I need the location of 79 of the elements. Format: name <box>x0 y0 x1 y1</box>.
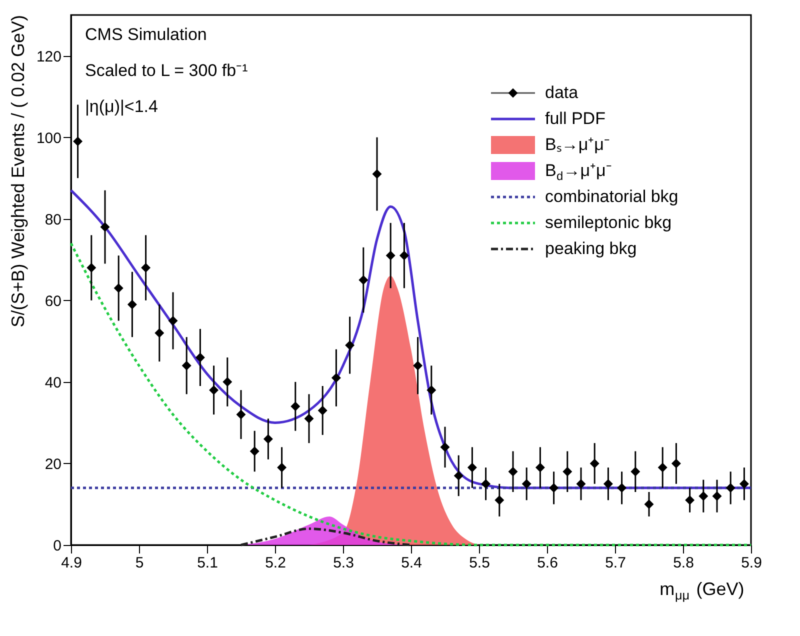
point <box>590 458 600 468</box>
legend-label: semileptonic bkg <box>545 213 672 232</box>
x-tick-label: 5.1 <box>197 554 218 572</box>
point <box>426 385 436 395</box>
point <box>508 466 518 476</box>
x-tick-label: 5.5 <box>469 554 490 572</box>
point <box>685 495 695 505</box>
point <box>331 373 341 383</box>
point <box>712 491 722 501</box>
point <box>644 499 654 509</box>
legend-label: full PDF <box>545 109 606 128</box>
point <box>290 402 300 412</box>
point <box>127 300 137 310</box>
point <box>413 360 423 370</box>
point <box>386 250 396 260</box>
y-tick-label: 60 <box>44 292 62 310</box>
point <box>440 442 450 452</box>
point <box>549 483 559 493</box>
point <box>345 340 355 350</box>
point <box>726 483 736 493</box>
point <box>100 222 110 232</box>
x-tick-label: 5.2 <box>265 554 286 572</box>
point <box>494 495 504 505</box>
point <box>182 360 192 370</box>
point <box>304 414 314 424</box>
line-series <box>240 527 412 546</box>
x-tick-label: 5.9 <box>741 554 762 572</box>
point <box>318 406 328 416</box>
annotation: |η(μ)|<1.4 <box>85 97 158 116</box>
point <box>222 377 232 387</box>
legend-label: peaking bkg <box>545 239 637 258</box>
point <box>154 328 164 338</box>
x-tick-label: 5 <box>135 554 144 572</box>
annotation: Scaled to L = 300 fb⁻¹ <box>85 61 248 80</box>
point <box>562 466 572 476</box>
point <box>250 446 260 456</box>
point <box>372 169 382 179</box>
point <box>454 470 464 480</box>
y-tick-label: 0 <box>53 538 62 554</box>
point <box>141 263 151 273</box>
point <box>195 352 205 362</box>
point <box>114 283 124 293</box>
point <box>236 410 246 420</box>
point <box>209 385 219 395</box>
point <box>86 263 96 273</box>
point <box>481 479 491 489</box>
x-tick-label: 5.4 <box>401 554 422 572</box>
point <box>168 316 178 326</box>
y-axis-title: S/(S+B) Weighted Events / ( 0.02 GeV) <box>8 15 28 328</box>
point <box>467 462 477 472</box>
y-tick-label: 80 <box>44 211 62 228</box>
point <box>603 479 613 489</box>
point <box>535 462 545 472</box>
x-tick-label: 5.7 <box>605 554 626 572</box>
y-tick-label: 100 <box>36 130 62 147</box>
x-tick-label: 5.6 <box>537 554 558 572</box>
y-tick-label: 20 <box>44 456 62 473</box>
point <box>617 483 627 493</box>
legend-label: Bₛ→μ⁺μ⁻ <box>545 135 610 154</box>
point <box>630 466 640 476</box>
point <box>671 458 681 468</box>
y-tick-label: 40 <box>44 374 62 392</box>
x-tick-label: 4.9 <box>61 554 82 572</box>
x-tick-label: 5.8 <box>673 554 694 572</box>
point <box>358 275 368 285</box>
point <box>522 479 532 489</box>
annotation: CMS Simulation <box>85 25 207 44</box>
legend-label: data <box>545 83 579 102</box>
y-tick-label: 120 <box>36 48 62 66</box>
x-tick-label: 5.3 <box>333 554 354 572</box>
point <box>277 462 287 472</box>
point <box>658 462 668 472</box>
point <box>399 250 409 260</box>
point <box>739 479 749 489</box>
point <box>576 479 586 489</box>
point <box>73 136 83 146</box>
legend-label: combinatorial bkg <box>545 187 678 206</box>
point <box>263 434 273 444</box>
point <box>698 491 708 501</box>
